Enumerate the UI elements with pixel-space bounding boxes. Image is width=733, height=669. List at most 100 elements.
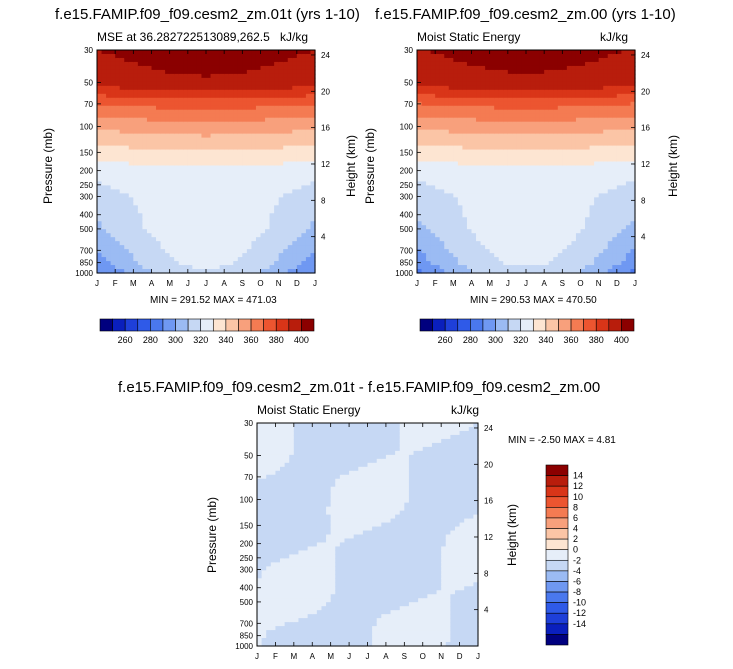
contour-cell [106,65,112,71]
contour-cell [530,61,536,67]
contour-cell [430,185,436,190]
contour-cell [156,81,162,87]
contour-cell [562,233,568,238]
contour-cell [137,173,144,179]
contour-cell [544,53,550,59]
contour-cell [512,105,518,111]
contour-cell [196,65,203,71]
contour-cell [237,65,243,71]
contour-cell [151,81,157,87]
contour-cell [575,57,582,63]
contour-cell [457,157,464,163]
contour-cell [187,137,193,143]
contour-cell [457,217,464,222]
contour-cell [571,137,577,143]
contour-cell [192,121,198,127]
contour-cell [498,85,504,91]
contour-cell [106,53,112,59]
contour-cell [548,165,554,171]
contour-cell [156,141,162,147]
contour-cell [219,101,225,107]
contour-cell [97,201,103,206]
contour-cell [237,241,243,246]
contour-cell [283,97,289,103]
contour-cell [589,221,595,226]
contour-cell [589,141,595,147]
contour-cell [512,101,518,107]
contour-cell [97,165,103,171]
contour-cell [526,233,532,238]
contour-cell [575,89,582,95]
contour-cell [301,169,307,175]
contour-cell [174,193,180,198]
contour-cell [156,50,162,55]
contour-cell [192,93,198,99]
contour-cell [439,233,445,238]
contour-cell [310,165,316,171]
contour-cell [233,165,239,171]
contour-cell [535,57,541,63]
contour-cell [156,133,162,139]
contour-cell [178,265,184,270]
contour-cell [106,193,112,198]
contour-cell [296,50,302,55]
contour-cell [242,261,248,266]
contour-cell [494,197,500,202]
contour-cell [97,197,103,202]
contour-cell [292,77,298,83]
contour-cell [557,141,563,147]
contour-cell [255,241,262,246]
contour-cell [101,185,107,190]
contour-cell [498,105,504,111]
contour-cell [274,261,280,266]
contour-cell [146,89,153,95]
contour-cell [430,125,436,131]
contour-cell [242,61,248,67]
contour-cell [503,269,509,274]
contour-cell [544,125,550,131]
contour-cell [283,93,289,99]
contour-cell [260,197,266,202]
contour-cell [448,69,454,75]
contour-cell [453,169,459,175]
contour-cell [287,153,293,159]
contour-cell [142,125,148,131]
contour-cell [548,257,554,262]
contour-cell [178,153,184,159]
contour-cell [206,149,212,155]
x-tick-label: J [313,279,317,288]
contour-cell [165,181,171,186]
contour-cell [128,125,134,131]
contour-cell [242,177,248,183]
contour-cell [296,117,302,123]
contour-cell [242,137,248,143]
contour-cell [265,233,271,238]
contour-cell [575,125,582,131]
contour-cell [292,153,298,159]
contour-cell [448,221,454,226]
contour-cell [512,137,518,143]
contour-cell [571,181,577,186]
contour-cell [421,209,427,214]
contour-cell [585,177,591,183]
contour-cell [124,205,130,210]
contour-cell [219,145,225,151]
contour-cell [562,221,568,226]
contour-cell [165,105,171,111]
contour-cell [310,193,316,198]
contour-cell [133,193,139,198]
contour-cell [115,97,121,103]
contour-cell [165,113,171,119]
contour-cell [196,237,203,242]
contour-cell [287,50,293,55]
contour-cell [242,129,248,135]
contour-cell [535,109,541,115]
contour-cell [426,105,432,111]
contour-cell [296,221,302,226]
contour-cell [498,261,504,266]
contour-cell [260,109,266,115]
contour-cell [585,137,591,143]
contour-cell [201,229,207,234]
contour-cell [476,121,482,127]
contour-cell [201,145,207,151]
